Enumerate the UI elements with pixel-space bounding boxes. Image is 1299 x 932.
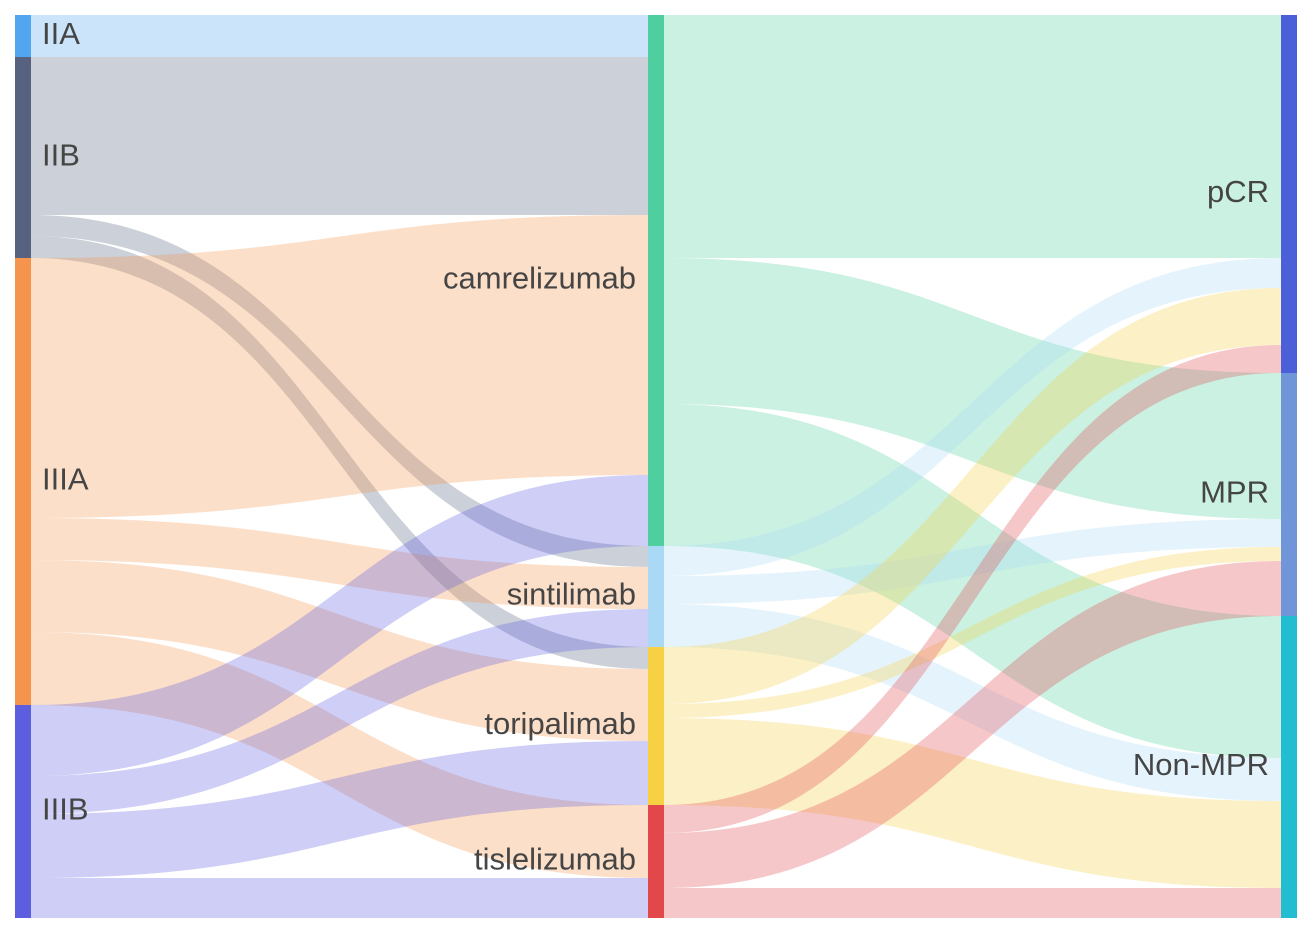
link bbox=[31, 475, 648, 776]
link bbox=[31, 57, 648, 215]
link bbox=[664, 561, 1281, 888]
labels: IIA IIB IIIA IIIB camrelizumab sintilimab tori… bbox=[42, 16, 1269, 877]
link bbox=[664, 345, 1281, 833]
node-label: sintilimab bbox=[507, 577, 636, 612]
node bbox=[15, 15, 31, 57]
link bbox=[31, 215, 648, 567]
node bbox=[1281, 15, 1297, 373]
links bbox=[31, 15, 1281, 918]
node-label: IIB bbox=[42, 138, 80, 173]
node-label: toripalimab bbox=[484, 706, 636, 741]
link bbox=[31, 518, 648, 609]
link bbox=[31, 741, 648, 878]
link bbox=[664, 519, 1281, 604]
link bbox=[664, 288, 1281, 704]
link bbox=[31, 15, 648, 57]
link bbox=[31, 878, 648, 918]
node-label: pCR bbox=[1207, 174, 1269, 209]
node-label: camrelizumab bbox=[443, 261, 636, 296]
node bbox=[648, 647, 664, 805]
link bbox=[664, 258, 1281, 519]
link bbox=[664, 15, 1281, 258]
node bbox=[1281, 616, 1297, 918]
link bbox=[664, 718, 1281, 888]
node bbox=[15, 57, 31, 258]
node bbox=[648, 805, 664, 918]
node-label: IIIA bbox=[42, 462, 89, 497]
node bbox=[15, 705, 31, 918]
node-label: IIA bbox=[42, 16, 80, 51]
link bbox=[664, 547, 1281, 718]
node-label: tislelizumab bbox=[474, 842, 636, 877]
node bbox=[648, 546, 664, 647]
link bbox=[664, 604, 1281, 801]
node bbox=[648, 15, 664, 546]
node bbox=[1281, 373, 1297, 616]
node-label: IIIB bbox=[42, 792, 89, 827]
link bbox=[31, 609, 648, 814]
nodes bbox=[15, 15, 1297, 918]
link bbox=[31, 215, 648, 518]
node-label: MPR bbox=[1200, 475, 1269, 510]
link bbox=[31, 560, 648, 741]
link bbox=[664, 258, 1281, 576]
link bbox=[31, 632, 648, 878]
node bbox=[15, 258, 31, 705]
node-label: Non-MPR bbox=[1133, 747, 1269, 782]
link bbox=[664, 888, 1281, 918]
link bbox=[31, 236, 648, 669]
link bbox=[664, 404, 1281, 758]
